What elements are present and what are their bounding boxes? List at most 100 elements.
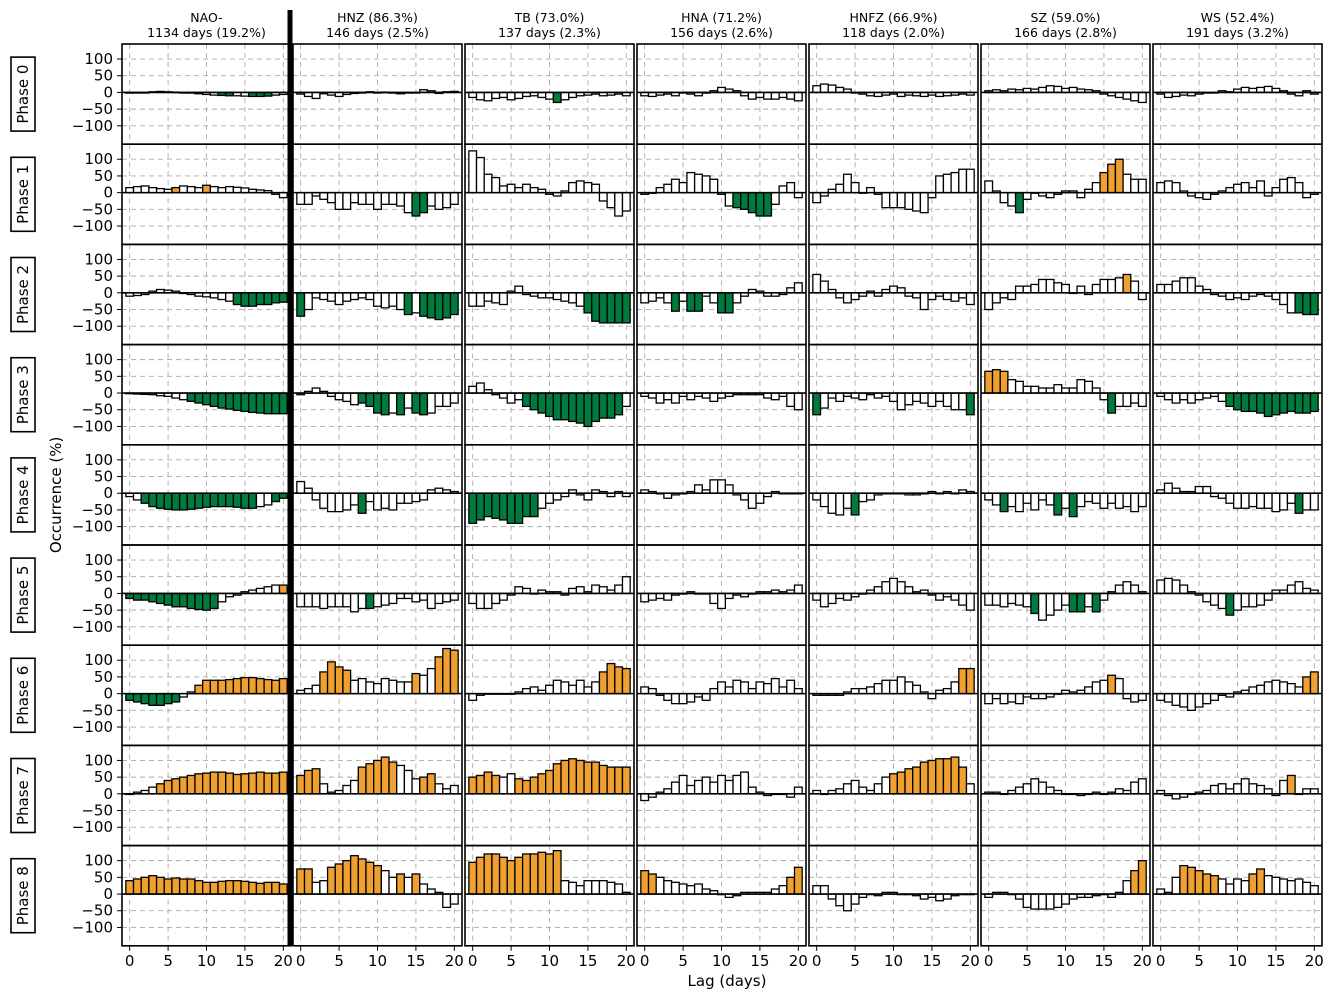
bar-lag-20 (1309, 885, 1319, 895)
bar-lag-11 (1240, 592, 1250, 608)
x-tick-label: 0 (296, 952, 306, 970)
bar-lag-17 (255, 292, 265, 306)
bar-lag-8 (1045, 592, 1055, 616)
bar-lag-9 (1053, 384, 1063, 394)
bar-lag-2 (1171, 392, 1181, 404)
bar-lag-13 (1084, 380, 1094, 394)
column-title-1: HNZ (86.3%) (337, 10, 418, 25)
bar-lag-19 (614, 666, 624, 695)
bar-lag-11 (209, 185, 219, 194)
bar-lag-4 (670, 178, 680, 194)
bar-lag-18 (950, 392, 960, 411)
row-label-5: Phase 5 (10, 557, 36, 633)
bar-lag-1 (819, 492, 829, 508)
x-tick-label: 10 (197, 952, 216, 970)
bar-lag-6 (1030, 893, 1040, 910)
bar-lag-7 (1037, 492, 1047, 501)
bar-lag-10 (1233, 392, 1242, 411)
bar-lag-15 (411, 672, 421, 695)
bar-lag-13 (1256, 784, 1266, 795)
bar-lag-1 (647, 292, 657, 302)
bar-lag-4 (326, 492, 336, 513)
bar-lag-5 (1022, 191, 1032, 200)
bar-lag-20 (793, 866, 803, 895)
panel-5-0 (980, 43, 1151, 145)
bar-lag-17 (1286, 774, 1296, 795)
bar-lag-0 (296, 191, 306, 205)
bar-lag-1 (303, 191, 313, 205)
bar-lag-11 (552, 292, 562, 301)
bar-lag-2 (483, 173, 493, 194)
x-tick-label: 15 (406, 952, 425, 970)
bar-lag-7 (521, 392, 531, 408)
bar-lag-9 (1225, 392, 1235, 408)
bar-lag-10 (373, 492, 382, 511)
bar-lag-15 (927, 759, 937, 795)
bar-lag-1 (1163, 180, 1173, 194)
bar-lag-5 (678, 883, 688, 895)
bar-lag-2 (999, 191, 1009, 204)
bar-lag-19 (271, 679, 281, 695)
bar-lag-0 (296, 868, 306, 895)
bar-lag-0 (812, 885, 822, 895)
bar-lag-8 (1045, 786, 1055, 795)
bar-lag-14 (1091, 181, 1101, 194)
y-tick-label: 100 (84, 651, 113, 669)
row-label-4: Phase 4 (10, 457, 36, 533)
y-tick-label: −50 (81, 301, 113, 319)
bar-lag-19 (1130, 178, 1140, 194)
panel-6-5 (1152, 544, 1323, 646)
y-tick-label: 50 (94, 568, 113, 586)
bar-lag-13 (1084, 592, 1094, 608)
bar-lag-7 (349, 679, 359, 695)
bar-lag-9 (365, 861, 375, 895)
bar-lag-7 (521, 183, 531, 194)
bar-lag-10 (717, 479, 726, 494)
bar-lag-8 (529, 853, 539, 895)
bar-lag-6 (342, 669, 352, 695)
bar-lag-9 (1053, 282, 1063, 294)
bar-lag-17 (770, 392, 780, 401)
bar-lag-12 (560, 91, 570, 101)
bar-lag-20 (1309, 492, 1319, 511)
bar-lag-12 (388, 876, 398, 895)
bar-lag-3 (491, 176, 501, 194)
x-tick-label: 10 (540, 952, 559, 970)
bar-lag-20 (621, 292, 631, 324)
bar-lag-20 (1137, 859, 1147, 895)
bar-lag-2 (999, 592, 1009, 608)
bar-lag-8 (186, 592, 196, 610)
bar-lag-1 (475, 292, 485, 307)
bar-lag-11 (1068, 492, 1078, 518)
y-tick-label: −100 (72, 417, 113, 435)
y-tick-label: −50 (81, 802, 113, 820)
bar-lag-12 (732, 679, 742, 695)
y-tick-label: −50 (81, 902, 113, 920)
bar-lag-3 (835, 183, 845, 194)
bar-lag-17 (942, 173, 952, 194)
bar-lag-15 (755, 492, 765, 504)
bar-lag-4 (1186, 692, 1196, 711)
bar-lag-10 (1233, 592, 1242, 611)
bar-lag-17 (1286, 176, 1296, 194)
bar-lag-11 (896, 191, 906, 209)
bar-lag-19 (442, 647, 452, 695)
y-tick-label: 50 (94, 67, 113, 85)
bar-lag-15 (755, 191, 765, 217)
bar-lag-7 (178, 878, 188, 895)
bar-lag-7 (349, 292, 359, 301)
bar-lag-18 (950, 171, 960, 194)
bar-lag-3 (1007, 292, 1017, 301)
bar-lag-19 (614, 584, 624, 595)
bar-lag-18 (263, 772, 273, 795)
bar-lag-11 (1068, 592, 1078, 613)
y-tick-label: −50 (81, 100, 113, 118)
bar-lag-8 (873, 586, 883, 595)
column-title-2: TB (73.0%) (514, 10, 585, 25)
bar-lag-14 (403, 292, 413, 316)
bar-lag-14 (575, 759, 585, 795)
bar-lag-18 (263, 586, 273, 595)
bar-lag-0 (640, 292, 650, 304)
bar-lag-6 (514, 586, 524, 595)
bar-lag-0 (1156, 181, 1166, 194)
